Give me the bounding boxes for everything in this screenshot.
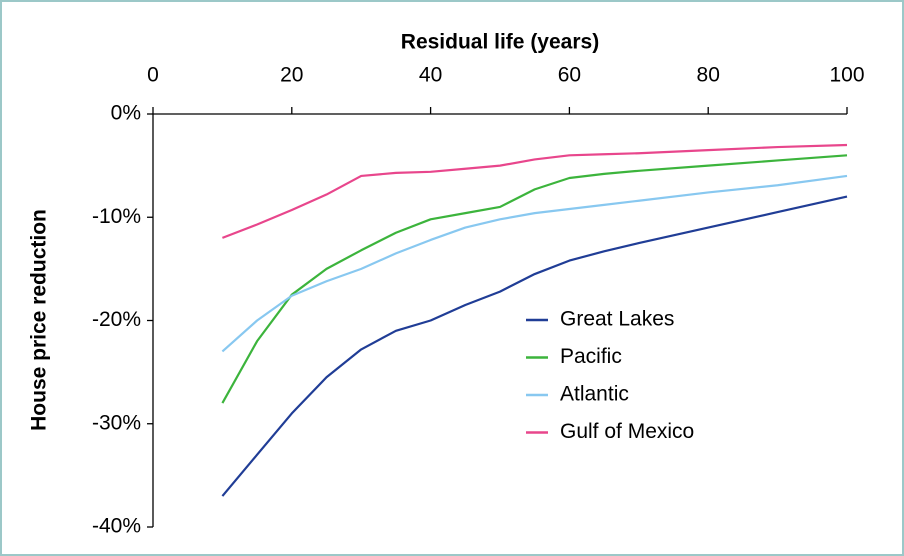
x-tick-label: 20 bbox=[280, 64, 303, 87]
x-tick-label: 0 bbox=[147, 64, 159, 87]
y-tick-label: -20% bbox=[92, 308, 141, 331]
y-tick-label: -10% bbox=[92, 205, 141, 228]
legend-label: Great Lakes bbox=[560, 308, 674, 331]
x-tick-label: 100 bbox=[829, 64, 864, 87]
x-tick-label: 40 bbox=[419, 64, 442, 87]
series-line bbox=[221, 195, 848, 497]
legend-label: Atlantic bbox=[560, 383, 629, 406]
x-axis-title: Residual life (years) bbox=[401, 31, 599, 54]
x-tick-label: 80 bbox=[697, 64, 720, 87]
legend-label: Pacific bbox=[560, 345, 622, 368]
y-tick-label: -40% bbox=[92, 515, 141, 538]
series-line bbox=[222, 143, 848, 239]
series-line bbox=[221, 154, 848, 404]
legend-label: Gulf of Mexico bbox=[560, 420, 694, 443]
y-axis-title: House price reduction bbox=[28, 209, 51, 431]
y-tick-label: 0% bbox=[111, 102, 141, 125]
y-tick-label: -30% bbox=[92, 411, 141, 434]
series-line bbox=[221, 174, 848, 353]
x-tick-label: 60 bbox=[558, 64, 581, 87]
